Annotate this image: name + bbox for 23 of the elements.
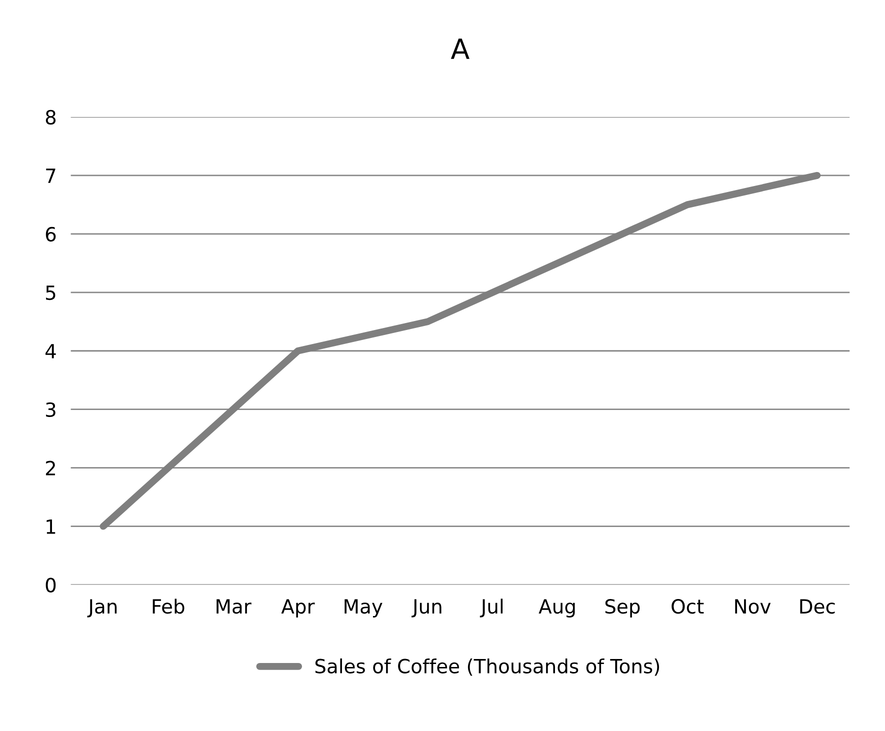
x-tick-label: Sep <box>605 599 640 618</box>
y-tick-label: 3 <box>46 402 56 418</box>
x-tick-label: May <box>344 599 382 618</box>
x-tick-label: Feb <box>152 598 184 614</box>
y-tick-label: 6 <box>46 226 56 242</box>
legend-label: Sales of Coffee (Thousands of Tons) <box>315 658 660 676</box>
x-tick-label: Jan <box>87 599 117 618</box>
x-tick-label: Dec <box>800 599 835 614</box>
x-tick-label: Apr <box>281 599 315 618</box>
x-tick-label: Jun <box>412 599 442 618</box>
y-tick-label: 5 <box>46 286 56 300</box>
y-tick-label: 0 <box>46 578 56 592</box>
chart-title: A <box>450 38 470 59</box>
y-tick-label: 1 <box>46 520 56 534</box>
x-tick-label: Mar <box>216 599 252 614</box>
y-tick-label: 2 <box>46 460 55 476</box>
x-tick-label: Aug <box>538 599 575 618</box>
y-tick-label: 7 <box>46 168 56 183</box>
y-tick-label: 4 <box>45 344 56 358</box>
x-tick-label: Jul <box>480 598 503 618</box>
y-tick-label: 8 <box>46 110 56 125</box>
x-tick-label: Oct <box>672 599 704 614</box>
x-tick-label: Nov <box>735 599 771 614</box>
